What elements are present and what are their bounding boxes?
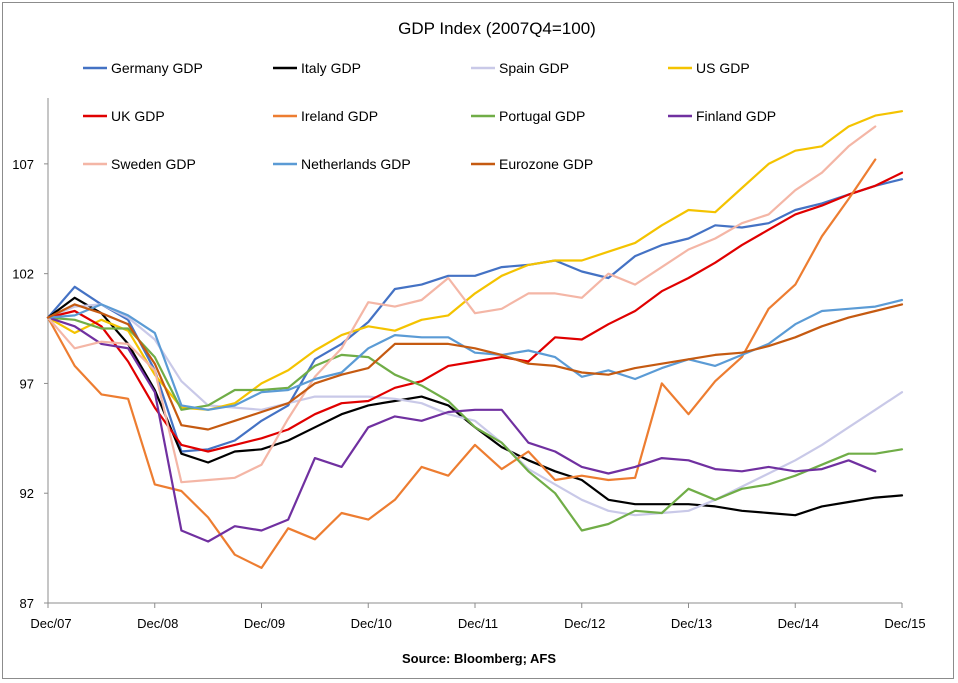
legend-label: Netherlands GDP (301, 156, 411, 172)
legend-label: Germany GDP (111, 60, 203, 76)
legend-label: Sweden GDP (111, 156, 196, 172)
legend-item-netherlands-gdp: Netherlands GDP (273, 156, 411, 172)
legend-item-italy-gdp: Italy GDP (273, 60, 361, 76)
y-tick-label: 92 (20, 486, 34, 501)
source-note: Source: Bloomberg; AFS (402, 651, 556, 666)
legend-item-sweden-gdp: Sweden GDP (83, 156, 196, 172)
y-tick-label: 107 (12, 157, 34, 172)
x-tick-label: Dec/07 (30, 616, 71, 631)
series-line-eurozone-gdp (46, 303, 904, 431)
legend-label: Eurozone GDP (499, 156, 593, 172)
y-tick-label: 87 (20, 596, 34, 611)
x-tick-label: Dec/08 (137, 616, 178, 631)
legend-label: US GDP (696, 60, 750, 76)
series-line-ireland-gdp (46, 158, 877, 569)
series-line-netherlands-gdp (46, 298, 904, 411)
x-tick-label: Dec/14 (778, 616, 819, 631)
axes (47, 98, 902, 604)
legend-label: Ireland GDP (301, 108, 378, 124)
legend-item-portugal-gdp: Portugal GDP (471, 108, 585, 124)
x-tick-label: Dec/13 (671, 616, 712, 631)
y-tick-label: 97 (20, 376, 34, 391)
x-axis-ticks: Dec/07 Dec/08 Dec/09 Dec/10 Dec/11 Dec/12 Dec/… (30, 603, 926, 631)
legend-label: Spain GDP (499, 60, 569, 76)
legend-label: UK GDP (111, 108, 165, 124)
series-line-germany-gdp (46, 178, 904, 453)
chart-title: GDP Index (2007Q4=100) (398, 19, 596, 38)
legend-item-germany-gdp: Germany GDP (83, 60, 203, 76)
legend-item-uk-gdp: UK GDP (83, 108, 165, 124)
x-tick-label: Dec/09 (244, 616, 285, 631)
legend-label: Portugal GDP (499, 108, 585, 124)
legend-label: Italy GDP (301, 60, 361, 76)
series-line-sweden-gdp (46, 125, 877, 484)
x-tick-label: Dec/12 (564, 616, 605, 631)
x-tick-label: Dec/10 (351, 616, 392, 631)
x-tick-label: Dec/11 (458, 616, 498, 631)
legend-item-spain-gdp: Spain GDP (471, 60, 569, 76)
series-line-finland-gdp (46, 316, 877, 543)
series-line-spain-gdp (46, 303, 904, 517)
legend-label: Finland GDP (696, 108, 776, 124)
series-lines (46, 110, 904, 569)
legend-item-eurozone-gdp: Eurozone GDP (471, 156, 593, 172)
legend-item-us-gdp: US GDP (668, 60, 750, 76)
y-tick-label: 102 (12, 267, 34, 282)
legend-item-finland-gdp: Finland GDP (668, 108, 776, 124)
legend-item-ireland-gdp: Ireland GDP (273, 108, 378, 124)
series-line-uk-gdp (46, 171, 904, 453)
legend: Germany GDP Italy GDP Spain GDP US GDP UK GD… (83, 60, 776, 172)
series-line-portugal-gdp (46, 316, 904, 532)
x-tick-label: Dec/15 (884, 616, 925, 631)
y-axis-ticks: 87 92 97 102 107 (12, 157, 48, 611)
